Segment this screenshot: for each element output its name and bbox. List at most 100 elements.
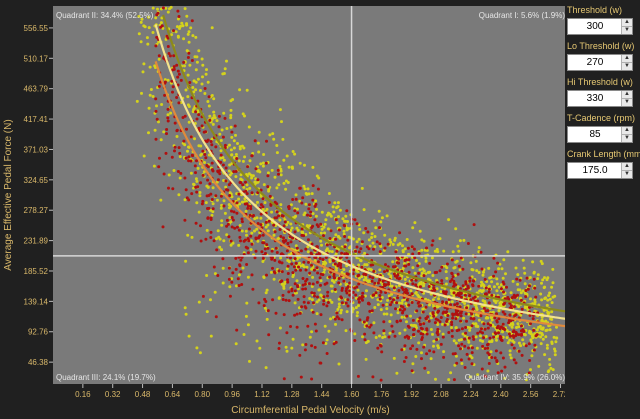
scatter-point (183, 306, 187, 310)
scatter-point (550, 310, 554, 314)
scatter-point (369, 263, 373, 267)
scatter-point (524, 344, 528, 348)
scatter-point (450, 323, 454, 326)
spin-up-icon[interactable]: ▲ (624, 55, 630, 61)
scatter-point (488, 336, 492, 340)
hi-threshold-spinbox[interactable]: ▲ ▼ (567, 90, 633, 107)
scatter-point (165, 128, 169, 131)
scatter-point (183, 64, 186, 68)
scatter-point (286, 272, 290, 275)
lo-threshold-input[interactable] (568, 55, 622, 70)
crank-length-spinbox[interactable]: ▲ ▼ (567, 162, 633, 179)
lo-threshold-spinbox[interactable]: ▲ ▼ (567, 54, 633, 71)
scatter-point (475, 308, 479, 311)
scatter-point (385, 214, 389, 218)
scatter-point (501, 276, 505, 280)
lo-threshold-spinner[interactable]: ▲ ▼ (621, 55, 632, 70)
spin-down-icon[interactable]: ▼ (622, 26, 632, 34)
scatter-point (523, 271, 527, 275)
spin-up-icon[interactable]: ▲ (624, 127, 630, 133)
scatter-point (442, 355, 446, 359)
scatter-point (510, 321, 514, 325)
scatter-point (234, 284, 238, 288)
spin-up-icon[interactable]: ▲ (624, 91, 630, 97)
scatter-point (270, 249, 274, 253)
threshold-spinbox[interactable]: ▲ ▼ (567, 18, 633, 35)
scatter-point (207, 206, 211, 210)
scatter-point (527, 342, 531, 346)
scatter-point (420, 357, 423, 361)
scatter-point (483, 277, 487, 281)
scatter-point (343, 245, 347, 249)
scatter-point (396, 243, 400, 247)
scatter-point (212, 97, 216, 101)
scatter-point (291, 166, 294, 170)
scatter-point (551, 281, 555, 285)
hi-threshold-spinner[interactable]: ▲ ▼ (621, 91, 632, 106)
scatter-point (334, 218, 338, 222)
threshold-spinner[interactable]: ▲ ▼ (621, 19, 632, 34)
scatter-point (445, 318, 449, 321)
scatter-point (322, 302, 326, 306)
scatter-point (376, 298, 380, 302)
scatter-point (157, 84, 161, 88)
scatter-point (512, 305, 516, 309)
scatter-point (429, 316, 433, 320)
scatter-point (467, 346, 470, 350)
scatter-point (154, 109, 158, 113)
threshold-input[interactable] (568, 19, 622, 34)
scatter-point (433, 288, 437, 292)
scatter-point (221, 281, 225, 285)
scatter-point (151, 95, 155, 98)
t-cadence-spinbox[interactable]: ▲ ▼ (567, 126, 633, 143)
x-tick-label: 2.72 (553, 390, 565, 399)
scatter-point (456, 285, 460, 289)
scatter-point (249, 239, 253, 243)
spin-down-icon[interactable]: ▼ (622, 98, 632, 106)
scatter-point (425, 332, 429, 336)
hi-threshold-input[interactable] (568, 91, 622, 106)
scatter-point (497, 285, 501, 289)
spin-up-icon[interactable]: ▲ (624, 163, 630, 169)
scatter-point (363, 251, 367, 255)
crank-length-input[interactable] (568, 163, 622, 178)
scatter-point (342, 279, 346, 283)
scatter-point (247, 125, 251, 129)
scatter-point (507, 297, 511, 301)
scatter-point (360, 275, 364, 279)
scatter-point (437, 297, 441, 301)
scatter-point (175, 63, 179, 67)
scatter-point (263, 247, 267, 251)
scatter-point (456, 313, 460, 317)
spin-up-icon[interactable]: ▲ (624, 19, 630, 25)
t-cadence-input[interactable] (568, 127, 622, 142)
x-tick-label: 2.40 (493, 390, 509, 399)
spin-down-icon[interactable]: ▼ (622, 170, 632, 178)
scatter-point (273, 230, 277, 234)
scatter-point (256, 141, 260, 145)
scatter-point (425, 246, 428, 250)
curve-hi-threshold (162, 14, 565, 313)
scatter-point (187, 159, 191, 163)
scatter-point (319, 283, 322, 287)
spin-down-icon[interactable]: ▼ (622, 134, 632, 142)
scatter-point (337, 235, 340, 238)
crank-length-spinner[interactable]: ▲ ▼ (621, 163, 632, 178)
scatter-point (319, 279, 323, 283)
scatter-point (411, 318, 415, 322)
scatter-point (205, 140, 209, 143)
scatter-point (323, 222, 327, 226)
scatter-point (198, 191, 202, 194)
scatter-point (337, 317, 341, 321)
scatter-point (211, 207, 215, 211)
t-cadence-spinner[interactable]: ▲ ▼ (621, 127, 632, 142)
scatter-point (343, 235, 347, 238)
spin-down-icon[interactable]: ▼ (622, 62, 632, 70)
scatter-point (311, 275, 315, 279)
scatter-point (417, 304, 421, 308)
scatter-point (183, 114, 187, 118)
scatter-point (511, 330, 515, 334)
scatter-point (230, 209, 233, 213)
scatter-point (290, 287, 294, 291)
scatter-point (246, 204, 250, 208)
